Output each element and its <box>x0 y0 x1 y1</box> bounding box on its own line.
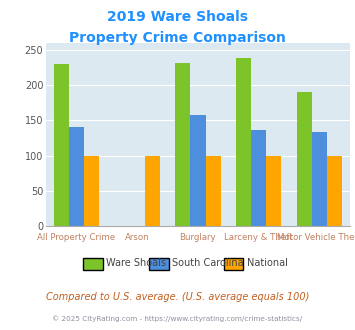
Bar <box>327 156 342 226</box>
Text: South Carolina: South Carolina <box>172 258 244 268</box>
Text: Burglary: Burglary <box>180 233 216 242</box>
Text: National: National <box>247 258 288 268</box>
Bar <box>266 156 282 226</box>
Text: Ware Shoals: Ware Shoals <box>106 258 166 268</box>
Bar <box>206 156 221 226</box>
Bar <box>175 63 190 226</box>
Bar <box>69 127 84 226</box>
Text: Arson: Arson <box>125 233 149 242</box>
Bar <box>251 130 266 226</box>
Text: Larceny & Theft: Larceny & Theft <box>224 233 293 242</box>
Bar <box>54 64 69 226</box>
Bar <box>145 156 160 226</box>
Bar <box>296 91 312 226</box>
Text: Compared to U.S. average. (U.S. average equals 100): Compared to U.S. average. (U.S. average … <box>46 292 309 302</box>
Text: Property Crime Comparison: Property Crime Comparison <box>69 31 286 45</box>
Bar <box>84 156 99 226</box>
Text: © 2025 CityRating.com - https://www.cityrating.com/crime-statistics/: © 2025 CityRating.com - https://www.city… <box>53 315 302 322</box>
Text: All Property Crime: All Property Crime <box>37 233 116 242</box>
Bar <box>236 58 251 226</box>
Text: 2019 Ware Shoals: 2019 Ware Shoals <box>107 10 248 24</box>
Text: Motor Vehicle Theft: Motor Vehicle Theft <box>277 233 355 242</box>
Bar <box>190 115 206 226</box>
Bar <box>312 132 327 226</box>
